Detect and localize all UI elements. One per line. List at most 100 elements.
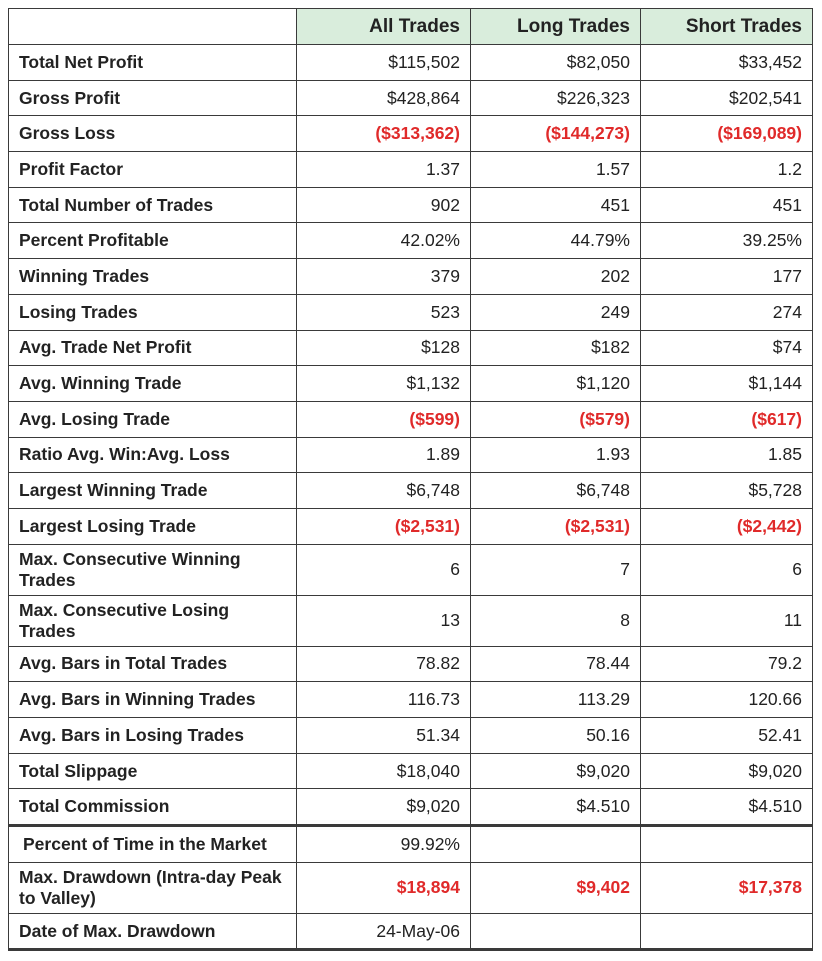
header-row: All Trades Long Trades Short Trades [8, 8, 813, 45]
row-label: Losing Trades [8, 293, 297, 331]
row-label: Max. Consecutive Winning Trades [8, 543, 297, 596]
value-long-trades: 78.44 [470, 645, 641, 683]
table-row: Gross Loss ($313,362) ($144,273) ($169,089) [8, 115, 813, 153]
value-short-trades: ($169,089) [640, 115, 813, 153]
table-row: Total Number of Trades 902 451 451 [8, 186, 813, 224]
value-short-trades: 177 [640, 258, 813, 295]
table-row: Total Slippage $18,040 $9,020 $9,020 [8, 752, 813, 790]
value-all-trades: $18,894 [296, 861, 471, 914]
value-all-trades: ($313,362) [296, 115, 471, 153]
row-label: Avg. Losing Trade [8, 400, 297, 438]
value-long-trades: $1,120 [470, 365, 641, 402]
table-row: Gross Profit $428,864 $226,323 $202,541 [8, 79, 813, 117]
table-row: Avg. Losing Trade ($599) ($579) ($617) [8, 400, 813, 438]
table-row: Largest Losing Trade ($2,531) ($2,531) ($2,… [8, 507, 813, 545]
value-short-trades: $33,452 [640, 44, 813, 81]
value-long-trades: $226,323 [470, 79, 641, 117]
row-label: Total Number of Trades [8, 186, 297, 224]
value-short-trades: 120.66 [640, 681, 813, 718]
row-label: Percent Profitable [8, 222, 297, 260]
value-short-trades: $1,144 [640, 365, 813, 402]
value-short-trades: 39.25% [640, 222, 813, 260]
table-row: Avg. Trade Net Profit $128 $182 $74 [8, 329, 813, 367]
table-row: Total Net Profit $115,502 $82,050 $33,452 [8, 44, 813, 81]
value-long-trades: $9,020 [470, 752, 641, 790]
table-row: Date of Max. Drawdown 24-May-06 [8, 912, 813, 952]
table-body: Total Net Profit $115,502 $82,050 $33,452 Gr… [8, 44, 813, 952]
table-row: Avg. Winning Trade $1,132 $1,120 $1,144 [8, 365, 813, 402]
value-all-trades: $1,132 [296, 365, 471, 402]
value-short-trades: ($617) [640, 400, 813, 438]
value-long-trades: 113.29 [470, 681, 641, 718]
value-all-trades: 902 [296, 186, 471, 224]
row-label: Largest Losing Trade [8, 507, 297, 545]
value-short-trades: 1.85 [640, 436, 813, 474]
value-long-trades: ($2,531) [470, 507, 641, 545]
value-long-trades: 8 [470, 594, 641, 647]
value-long-trades: 50.16 [470, 717, 641, 754]
value-long-trades: 249 [470, 293, 641, 331]
header-long-trades: Long Trades [470, 8, 641, 45]
row-label: Gross Profit [8, 79, 297, 117]
value-short-trades: $9,020 [640, 752, 813, 790]
value-short-trades: $202,541 [640, 79, 813, 117]
table-row: Max. Consecutive Winning Trades 6 7 6 [8, 543, 813, 596]
row-label: Avg. Winning Trade [8, 365, 297, 402]
value-all-trades: 99.92% [296, 824, 471, 863]
value-all-trades: 13 [296, 594, 471, 647]
value-short-trades: 451 [640, 186, 813, 224]
table-row: Percent Profitable 42.02% 44.79% 39.25% [8, 222, 813, 260]
value-all-trades: 1.37 [296, 151, 471, 188]
row-label: Largest Winning Trade [8, 472, 297, 509]
value-long-trades [470, 912, 641, 952]
value-long-trades: $9,402 [470, 861, 641, 914]
value-all-trades: 42.02% [296, 222, 471, 260]
table-row: Ratio Avg. Win:Avg. Loss 1.89 1.93 1.85 [8, 436, 813, 474]
value-all-trades: $18,040 [296, 752, 471, 790]
trade-statistics-table: All Trades Long Trades Short Trades Tota… [8, 8, 813, 952]
value-long-trades: 44.79% [470, 222, 641, 260]
value-short-trades: ($2,442) [640, 507, 813, 545]
value-short-trades [640, 912, 813, 952]
stats-table-container: All Trades Long Trades Short Trades Tota… [8, 8, 813, 952]
value-short-trades: 52.41 [640, 717, 813, 754]
table-row: Largest Winning Trade $6,748 $6,748 $5,728 [8, 472, 813, 509]
value-all-trades: 51.34 [296, 717, 471, 754]
value-all-trades: 24-May-06 [296, 912, 471, 952]
value-all-trades: ($2,531) [296, 507, 471, 545]
value-all-trades: $9,020 [296, 788, 471, 827]
value-all-trades: 523 [296, 293, 471, 331]
table-row: Total Commission $9,020 $4.510 $4.510 [8, 788, 813, 827]
value-short-trades: 6 [640, 543, 813, 596]
value-short-trades: 1.2 [640, 151, 813, 188]
value-all-trades: ($599) [296, 400, 471, 438]
row-label: Winning Trades [8, 258, 297, 295]
value-all-trades: $115,502 [296, 44, 471, 81]
table-row: Winning Trades 379 202 177 [8, 258, 813, 295]
row-label: Total Net Profit [8, 44, 297, 81]
value-short-trades: 274 [640, 293, 813, 331]
value-long-trades: $82,050 [470, 44, 641, 81]
value-all-trades: 78.82 [296, 645, 471, 683]
value-all-trades: 1.89 [296, 436, 471, 474]
row-label: Max. Consecutive Losing Trades [8, 594, 297, 647]
value-short-trades: $17,378 [640, 861, 813, 914]
value-all-trades: 379 [296, 258, 471, 295]
value-all-trades: $6,748 [296, 472, 471, 509]
row-label: Percent of Time in the Market [8, 824, 297, 863]
value-long-trades: $182 [470, 329, 641, 367]
table-row: Max. Consecutive Losing Trades 13 8 11 [8, 594, 813, 647]
row-label: Avg. Bars in Winning Trades [8, 681, 297, 718]
value-short-trades [640, 824, 813, 863]
header-corner [8, 8, 297, 45]
value-long-trades: 7 [470, 543, 641, 596]
value-all-trades: $428,864 [296, 79, 471, 117]
row-label: Ratio Avg. Win:Avg. Loss [8, 436, 297, 474]
row-label: Avg. Trade Net Profit [8, 329, 297, 367]
value-long-trades [470, 824, 641, 863]
row-label: Date of Max. Drawdown [8, 912, 297, 952]
value-long-trades: $6,748 [470, 472, 641, 509]
row-label: Profit Factor [8, 151, 297, 188]
row-label: Total Commission [8, 788, 297, 827]
table-row: Profit Factor 1.37 1.57 1.2 [8, 151, 813, 188]
